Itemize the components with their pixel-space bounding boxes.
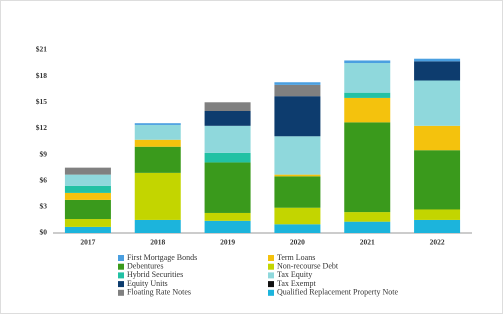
bar-segment	[134, 123, 181, 125]
legend-label: Term Loans	[277, 253, 315, 262]
y-tick-label: $9	[40, 149, 48, 158]
bar-segment	[414, 150, 461, 210]
legend-swatch	[118, 281, 124, 288]
legend-label: Floating Rate Notes	[127, 288, 191, 297]
bar-segment	[274, 82, 321, 85]
bar-segment	[134, 219, 181, 233]
bar-segment	[204, 212, 251, 221]
y-tick-label: $6	[40, 175, 48, 184]
x-tick-label: 2022	[430, 238, 445, 247]
y-tick-label: $3	[40, 202, 48, 211]
bar-segment	[64, 192, 111, 200]
bar-segment	[64, 226, 111, 233]
bar-segment	[344, 97, 391, 123]
x-tick-label: 2020	[290, 238, 305, 247]
legend-label: Tax Exempt	[277, 279, 317, 288]
bar-segment	[274, 174, 321, 177]
y-tick-label: $18	[36, 71, 48, 80]
legend-swatch	[268, 255, 274, 261]
bar-segment	[414, 209, 461, 220]
bar-segment	[344, 122, 391, 213]
bar-segment	[414, 219, 461, 233]
legend-swatch	[268, 263, 274, 270]
bar-segment	[204, 162, 251, 213]
legend-swatch	[268, 272, 274, 279]
bar-segment	[414, 61, 461, 81]
bar-segment	[274, 224, 321, 233]
bar-segment	[204, 152, 251, 163]
bar-segment	[274, 176, 321, 208]
bar-segment	[344, 221, 391, 233]
legend-label: Qualified Replacement Property Note	[277, 288, 399, 297]
x-tick-label: 2021	[360, 238, 375, 247]
bar-segment	[414, 58, 461, 62]
bar-segment	[64, 219, 111, 227]
bar-segment	[134, 172, 181, 220]
legend-label: Hybrid Securities	[127, 270, 183, 279]
bar-segment	[64, 199, 111, 220]
legend-swatch	[268, 281, 274, 288]
bar-segment	[274, 96, 321, 137]
bar-segment	[134, 146, 181, 173]
bar-segment	[414, 125, 461, 151]
bar-segment	[414, 80, 461, 126]
y-tick-label: $0	[40, 228, 48, 237]
bar-segment	[64, 167, 111, 175]
legend-swatch	[118, 263, 124, 270]
bar-segment	[344, 60, 391, 64]
legend-label: Tax Equity	[277, 270, 312, 279]
legend-label: Non-recourse Debt	[277, 262, 339, 271]
bar-segment	[204, 220, 251, 233]
legend-label: Equity Units	[127, 279, 168, 288]
bar-segment	[64, 174, 111, 186]
bar-segment	[274, 136, 321, 175]
y-tick-label: $21	[36, 45, 48, 54]
bar-segment	[204, 111, 251, 126]
y-tick-label: $15	[36, 97, 48, 106]
bar-segment	[204, 125, 251, 153]
bar-segment	[274, 207, 321, 225]
x-tick-label: 2017	[80, 238, 95, 247]
legend-swatch	[118, 289, 124, 296]
bar-segment	[134, 139, 181, 147]
y-tick-label: $12	[36, 123, 48, 132]
legend-swatch	[118, 272, 124, 279]
x-tick-label: 2019	[220, 238, 235, 247]
bar-segment	[64, 185, 111, 193]
bar-segment	[274, 84, 321, 97]
legend-label: First Mortgage Bonds	[127, 253, 197, 262]
legend-swatch	[118, 255, 124, 261]
bar-segment	[204, 102, 251, 111]
legend-label: Debentures	[127, 262, 163, 271]
bar-segment	[344, 63, 391, 93]
bar-segment	[344, 92, 391, 98]
x-tick-label: 2018	[150, 238, 165, 247]
bar-segment	[344, 212, 391, 222]
legend-swatch	[268, 289, 274, 296]
bar-segment	[134, 124, 181, 140]
